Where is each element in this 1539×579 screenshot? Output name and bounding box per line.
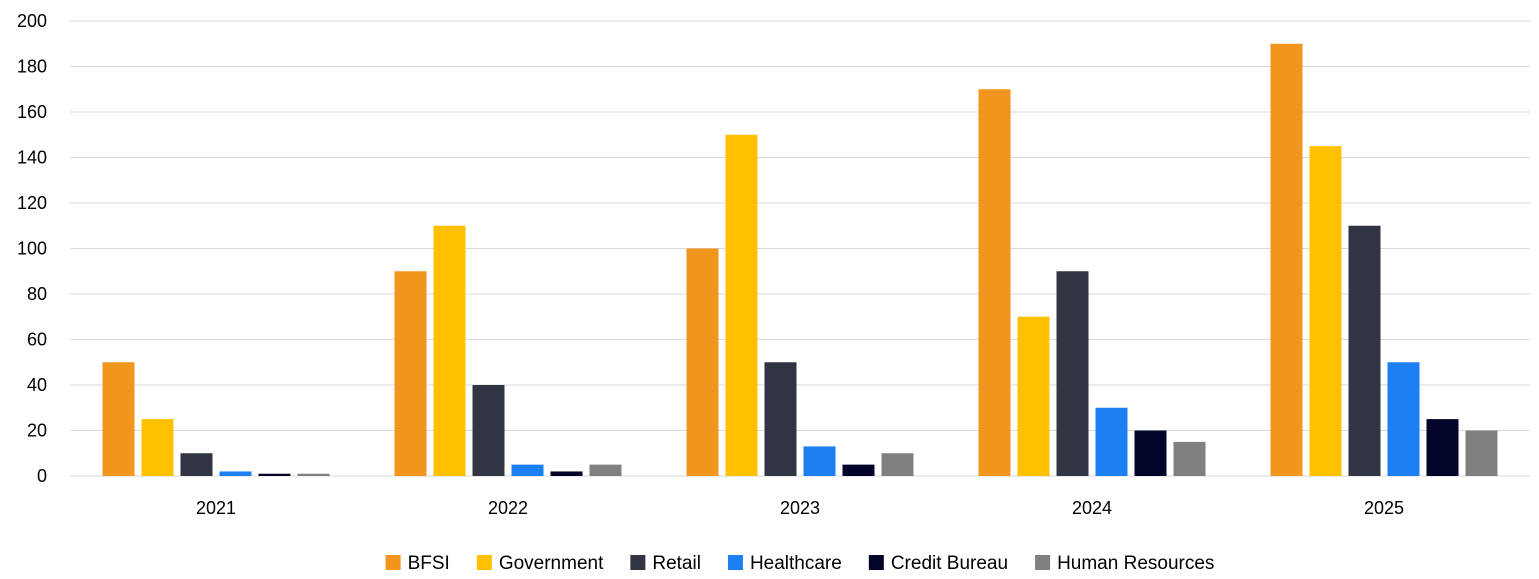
bar-bfsi-2022 [394,271,427,476]
bar-credit-bureau-2024 [1134,430,1167,476]
bar-retail-2025 [1348,225,1381,476]
y-tick-label: 60 [27,330,47,350]
legend-swatch [476,555,492,570]
y-tick-label: 160 [17,102,47,122]
bar-human-resources-2025 [1465,430,1498,476]
legend-label: Credit Bureau [891,553,1008,574]
y-tick-label: 120 [17,193,47,213]
bar-government-2021 [141,419,174,476]
legend-item-human-resources: Human Resources [1035,553,1214,574]
bar-credit-bureau-2025 [1426,419,1459,476]
bar-retail-2022 [472,385,505,476]
bar-bfsi-2021 [102,362,135,476]
x-axis: 2021 2022 2023 2024 2025 [196,498,1404,518]
legend-swatch [1035,555,1051,570]
legend-label: Healthcare [750,553,842,574]
legend-item-bfsi: BFSI [385,553,450,574]
bar-credit-bureau-2022 [550,471,583,476]
y-tick-label: 20 [27,421,47,441]
legend-swatch [630,555,646,570]
x-tick-label: 2023 [780,498,820,518]
bar-healthcare-2023 [803,446,836,476]
x-tick-label: 2022 [488,498,528,518]
y-tick-label: 80 [27,284,47,304]
bar-government-2022 [433,225,466,476]
legend-swatch [727,555,743,570]
bar-bfsi-2024 [978,89,1011,476]
legend-label: BFSI [408,553,450,574]
bar-retail-2021 [180,453,213,476]
legend: BFSI Government Retail Healthcare Credit Bur… [385,553,1214,574]
bar-human-resources-2021 [297,473,330,476]
bar-government-2023 [725,134,758,476]
bar-healthcare-2022 [511,464,544,476]
legend-label: Retail [652,553,701,574]
legend-label: Government [499,553,604,574]
y-tick-label: 180 [17,57,47,77]
y-tick-label: 100 [17,239,47,259]
bar-bfsi-2023 [686,248,719,476]
bar-healthcare-2024 [1095,407,1128,476]
legend-item-government: Government [476,553,604,574]
x-tick-label: 2024 [1072,498,1112,518]
x-tick-label: 2021 [196,498,236,518]
bar-retail-2023 [764,362,797,476]
y-tick-label: 40 [27,375,47,395]
y-tick-label: 200 [17,11,47,31]
legend-label: Human Resources [1057,553,1214,574]
bar-credit-bureau-2021 [258,473,291,476]
bar-bfsi-2025 [1270,43,1303,476]
legend-item-credit-bureau: Credit Bureau [868,553,1008,574]
bar-healthcare-2025 [1387,362,1420,476]
bar-healthcare-2021 [219,471,252,476]
y-tick-label: 140 [17,148,47,168]
bar-government-2025 [1309,146,1342,476]
y-tick-label: 0 [37,466,47,486]
legend-swatch [385,555,401,570]
bar-credit-bureau-2023 [842,464,875,476]
legend-item-retail: Retail [630,553,701,574]
bar-human-resources-2023 [881,453,914,476]
y-axis: 0 20 40 60 80 100 120 140 160 180 200 [17,11,47,486]
bars [102,43,1498,476]
bar-retail-2024 [1056,271,1089,476]
bar-human-resources-2022 [589,464,622,476]
legend-swatch [868,555,884,570]
legend-item-healthcare: Healthcare [727,553,842,574]
bar-government-2024 [1017,316,1050,476]
x-tick-label: 2025 [1364,498,1404,518]
bar-human-resources-2024 [1173,441,1206,476]
